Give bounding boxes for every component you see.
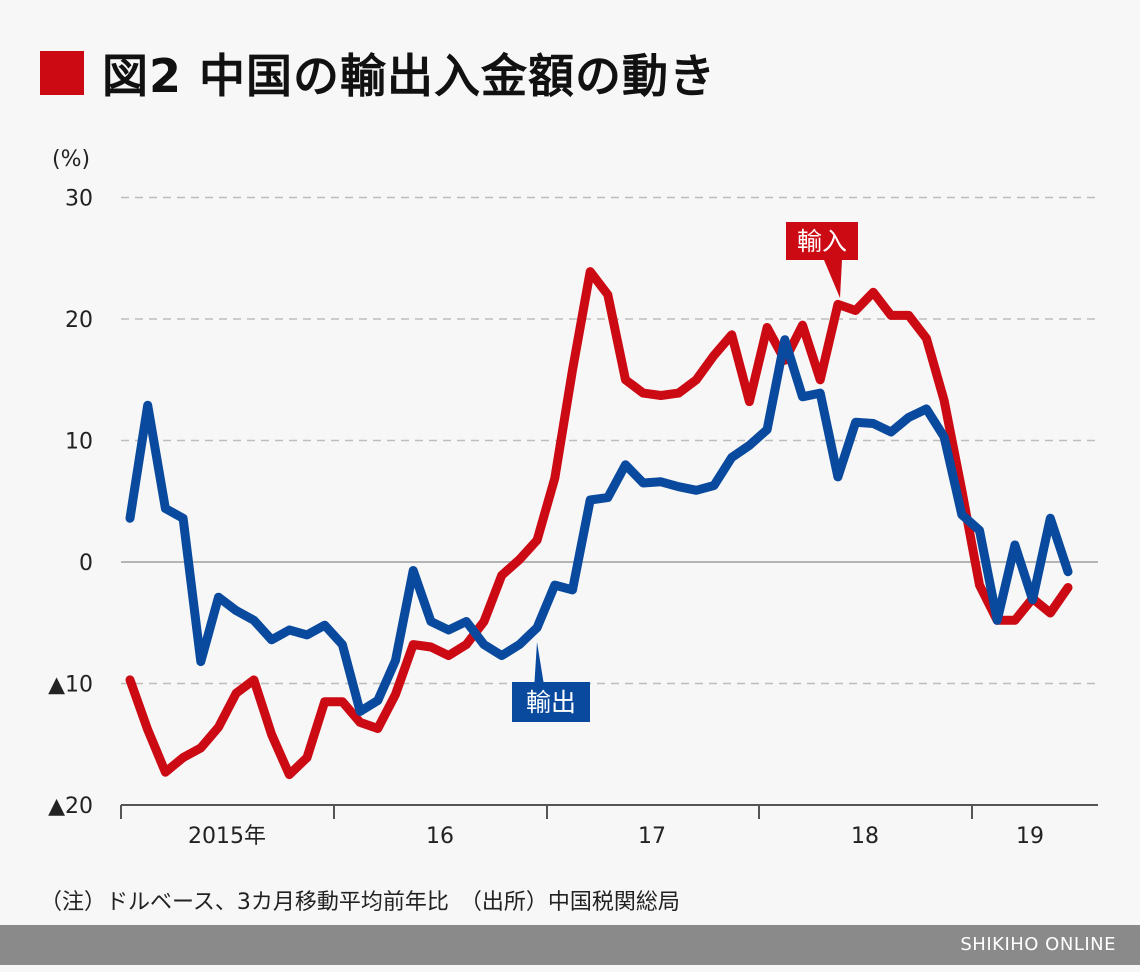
y-tick-label: ▲10 [48, 673, 93, 698]
x-tick-label: 19 [1016, 824, 1044, 849]
export-label-box [512, 682, 590, 722]
import-label-box [786, 222, 858, 260]
x-tick-label: 2015年 [188, 824, 266, 849]
footer-bar: SHIKIHO ONLINE [0, 925, 1140, 965]
y-tick-label: 30 [65, 187, 93, 212]
y-tick-label: ▲20 [48, 794, 93, 819]
y-tick-label: 0 [79, 551, 93, 576]
y-axis-unit: (%) [52, 147, 91, 172]
export-label: 輸出 [526, 688, 576, 717]
x-tick-label: 18 [851, 824, 879, 849]
chart-title: 図2 中国の輸出入金額の動き [40, 40, 716, 106]
export-series-line [125, 335, 1073, 716]
title-text: 図2 中国の輸出入金額の動き [102, 49, 717, 103]
source-note: （注）ドルベース、3カ月移動平均前年比 （出所）中国税関総局 [40, 890, 680, 915]
import-label-pointer [824, 260, 842, 298]
import-label: 輸入 [797, 227, 847, 256]
x-tick-label: 17 [638, 824, 666, 849]
y-tick-label: 20 [65, 308, 93, 333]
x-tick-label: 16 [426, 824, 454, 849]
y-tick-label: 10 [65, 430, 93, 455]
footer-brand: SHIKIHO ONLINE [960, 934, 1116, 955]
title-marker-icon [40, 51, 84, 95]
import-series-line [125, 267, 1073, 780]
